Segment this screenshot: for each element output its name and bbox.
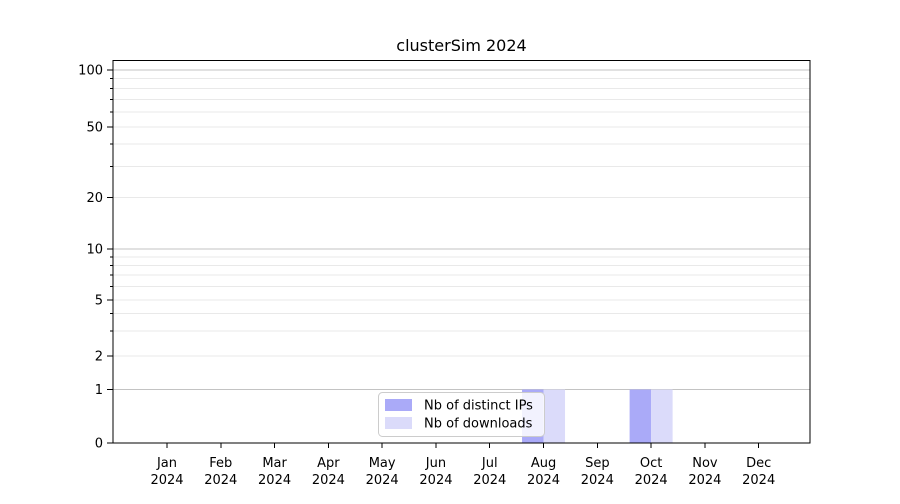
- y-tick-label: 100: [78, 64, 103, 79]
- y-tick-label: 20: [86, 191, 103, 206]
- legend-box: [378, 392, 545, 437]
- bar-downloads-oct: [651, 389, 673, 443]
- x-tick-label-month: Nov: [692, 456, 718, 471]
- plot-frame: [112, 59, 811, 444]
- x-tick-label-year: 2024: [473, 473, 506, 488]
- x-tick-label-year: 2024: [742, 473, 775, 488]
- legend-label-downloads: Nb of downloads: [424, 417, 533, 432]
- x-tick-label-month: Dec: [746, 456, 771, 471]
- y-tick-label: 10: [86, 243, 103, 258]
- x-tick-label-year: 2024: [635, 473, 668, 488]
- x-tick-label-year: 2024: [419, 473, 452, 488]
- x-tick-label-month: Mar: [262, 456, 287, 471]
- y-tick-label: 0: [95, 437, 103, 452]
- bar-distinct-ips-oct: [629, 389, 652, 443]
- legend: Nb of distinct IPs Nb of downloads: [378, 392, 545, 437]
- x-tick-label-month: Aug: [531, 456, 556, 471]
- y-tick-label: 2: [95, 350, 103, 365]
- y-tick-label: 1: [95, 383, 103, 398]
- x-tick-label-month: Jan: [156, 456, 177, 471]
- legend-swatch-downloads-icon: [385, 417, 412, 429]
- x-tick-label-month: Apr: [317, 456, 340, 471]
- x-tick-label-year: 2024: [581, 473, 614, 488]
- x-tick-label-month: Sep: [585, 456, 610, 471]
- x-tick-label-month: Jul: [481, 456, 498, 471]
- x-tick-label-month: May: [369, 456, 396, 471]
- plot-area: 0 1 2 5 10 20 50 100 Jan 2024 Feb 2024 Mar 2024 Apr 202…: [78, 59, 811, 488]
- bar-downloads-aug: [543, 389, 566, 443]
- y-tick-label: 50: [86, 121, 103, 136]
- x-tick-label-year: 2024: [366, 473, 399, 488]
- x-tick-label-year: 2024: [312, 473, 345, 488]
- x-tick-label-month: Oct: [640, 456, 662, 471]
- chart-title: clusterSim 2024: [396, 36, 526, 55]
- y-tick-label: 5: [95, 294, 103, 309]
- legend-swatch-distinct-ips-icon: [385, 399, 412, 411]
- x-tick-label-year: 2024: [688, 473, 721, 488]
- x-tick-label-month: Feb: [209, 456, 232, 471]
- x-tick-label-year: 2024: [204, 473, 237, 488]
- x-tick-label-month: Jun: [425, 456, 446, 471]
- x-tick-label-year: 2024: [258, 473, 291, 488]
- legend-label-distinct-ips: Nb of distinct IPs: [424, 399, 533, 414]
- x-tick-label-year: 2024: [150, 473, 183, 488]
- x-tick-label-year: 2024: [527, 473, 560, 488]
